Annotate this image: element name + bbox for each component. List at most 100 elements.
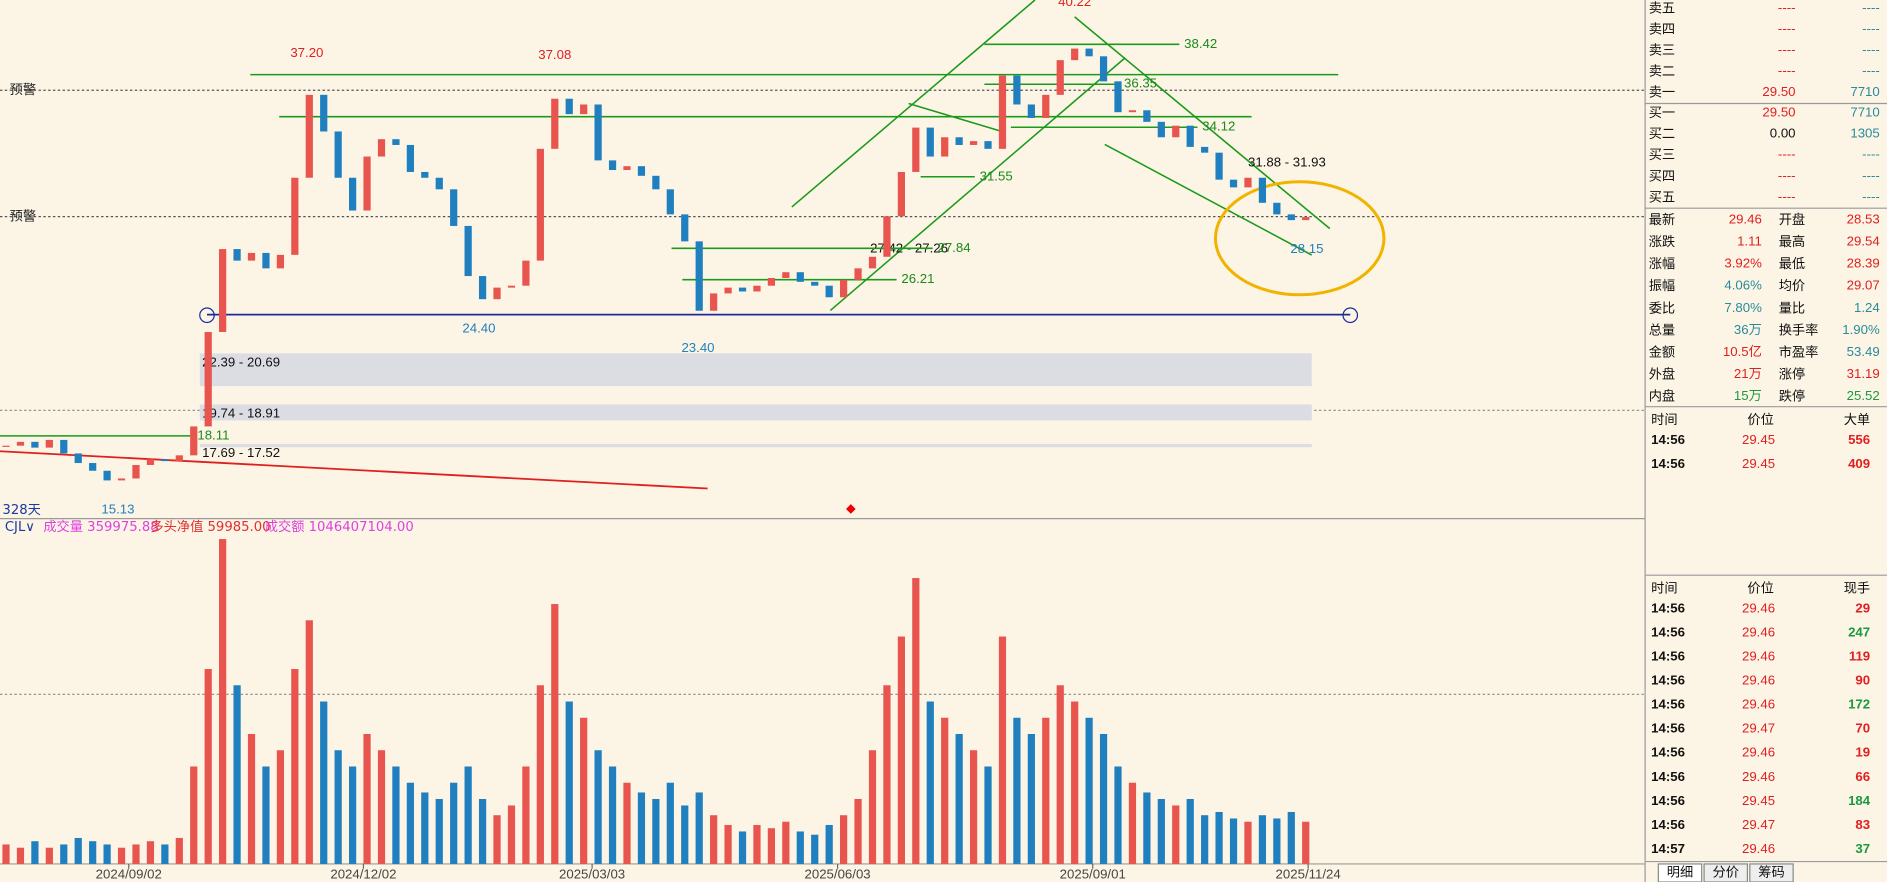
candle (1027, 104, 1035, 118)
volume-bar (1114, 766, 1122, 864)
stat-value: 1.24 (1854, 300, 1880, 315)
volume-bar (1244, 821, 1252, 864)
book-label: 买五 (1649, 189, 1675, 205)
volume-bar (840, 815, 848, 864)
book-label: 买二 (1649, 126, 1675, 142)
stat-value: 3.92% (1724, 256, 1762, 271)
candle (1302, 217, 1310, 221)
candle (854, 268, 862, 280)
volume-bar (1157, 798, 1165, 864)
book-price: ---- (1778, 21, 1796, 36)
volume-bar (565, 701, 573, 864)
tab[interactable] (1749, 863, 1794, 882)
volume-bar (132, 844, 140, 864)
table-header: 时间 (1651, 580, 1677, 596)
volume-bar (594, 750, 602, 864)
volume-bar (478, 798, 487, 864)
candle (1085, 48, 1093, 57)
candle (580, 104, 588, 115)
level-label: 27.84 (937, 240, 970, 255)
candle (998, 75, 1007, 149)
stat-label: 最低 (1779, 256, 1805, 272)
price-annotation: 37.08 (538, 47, 571, 62)
highlight-ellipse (1213, 180, 1386, 297)
candle (291, 177, 299, 255)
table-header: 大单 (1844, 412, 1870, 428)
book-label: 买一 (1649, 105, 1675, 121)
row-size: 19 (1855, 745, 1870, 760)
candle (941, 137, 949, 157)
candle (89, 463, 97, 471)
tab-label[interactable]: 分价 (1713, 864, 1739, 880)
channel-line (1074, 16, 1331, 230)
volume-bar (117, 847, 126, 864)
volume-bar (753, 824, 761, 864)
candle (1186, 125, 1194, 147)
candle (1215, 152, 1223, 180)
volume-bar (1215, 811, 1223, 864)
tab-label[interactable]: 筹码 (1758, 863, 1784, 880)
volume-bar (897, 636, 905, 864)
candle (1287, 214, 1295, 221)
row-price: 29.47 (1742, 721, 1775, 736)
candle (724, 287, 732, 294)
stat-label: 涨停 (1779, 365, 1805, 382)
alert-label: 预警 (10, 209, 36, 225)
volume-bar (31, 841, 39, 864)
stat-label: 跌停 (1779, 387, 1805, 404)
book-price: ---- (1778, 0, 1796, 15)
trend-line (0, 450, 708, 490)
candle (767, 277, 776, 286)
volume-bar (1143, 792, 1151, 864)
stat-value: 15万 (1734, 388, 1762, 403)
candle (175, 455, 183, 462)
candle (204, 331, 212, 427)
book-label: 卖四 (1649, 21, 1675, 37)
candle (233, 249, 241, 261)
volume-bar (190, 766, 198, 864)
volume-bar (1099, 733, 1108, 864)
row-time: 14:56 (1651, 793, 1685, 808)
stat-label: 总量 (1649, 322, 1675, 338)
volume-bar (1172, 805, 1180, 864)
volume-bar (276, 750, 285, 864)
candle (796, 272, 804, 282)
volume-bar (868, 750, 877, 864)
tab-label[interactable]: 明细 (1667, 864, 1693, 880)
volume-bar (247, 733, 256, 864)
book-volume: ---- (1862, 42, 1880, 57)
candle (320, 94, 328, 132)
volume-bar (233, 685, 241, 864)
price-annotation: 15.13 (101, 502, 134, 517)
candle (406, 144, 414, 172)
volume-bar (782, 821, 790, 864)
range-label: 19.74 - 18.91 (202, 406, 280, 421)
table-header: 时间 (1651, 412, 1677, 428)
candle (623, 166, 631, 171)
indicator-item: 成交额 1046407104.00 (265, 518, 414, 535)
book-volume: ---- (1862, 21, 1880, 36)
book-price: 29.50 (1762, 105, 1795, 120)
volume-bar (767, 828, 776, 864)
volume-bar (1273, 818, 1281, 864)
tab[interactable] (1703, 863, 1749, 882)
tab[interactable] (1657, 863, 1703, 882)
volume-bar (1186, 798, 1194, 864)
volume-bar (45, 847, 53, 864)
candle (1273, 202, 1281, 215)
x-tick-label: 2024/09/02 (96, 866, 162, 881)
volume-bar (1085, 717, 1093, 864)
candle (478, 276, 487, 300)
book-volume: ---- (1862, 189, 1880, 204)
row-price: 29.47 (1742, 817, 1775, 832)
volume-bar (1071, 701, 1079, 864)
stat-value: 53.49 (1847, 344, 1880, 359)
row-time: 14:56 (1651, 697, 1685, 712)
volume-bar (623, 782, 631, 864)
candle (695, 241, 703, 311)
x-tick-label: 2025/06/03 (805, 866, 871, 881)
candle (825, 285, 833, 298)
stat-value: 28.53 (1847, 212, 1880, 227)
candle (594, 104, 602, 161)
candle (926, 127, 934, 157)
